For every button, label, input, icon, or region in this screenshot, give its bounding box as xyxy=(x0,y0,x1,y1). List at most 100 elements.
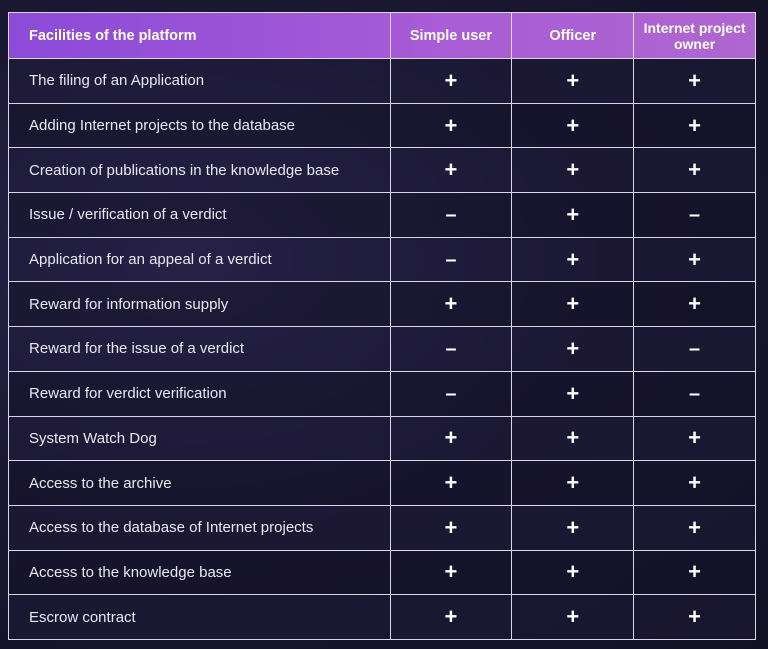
cell-simple-user: + xyxy=(390,461,513,506)
feature-label: Adding Internet projects to the database xyxy=(9,103,391,149)
plus-icon: + xyxy=(566,112,580,138)
plus-icon: + xyxy=(444,67,458,93)
plus-icon: + xyxy=(688,157,701,183)
cell-officer: + xyxy=(512,103,635,149)
cell-officer: + xyxy=(512,59,635,104)
cell-simple-user: + xyxy=(390,282,513,328)
cell-simple-user: + xyxy=(390,416,513,462)
cell-internet-project-owner: + xyxy=(634,59,756,104)
cell-officer: + xyxy=(512,550,635,596)
cell-officer: + xyxy=(512,327,635,372)
cell-officer: + xyxy=(512,595,635,640)
minus-icon: – xyxy=(445,203,457,226)
plus-icon: + xyxy=(444,559,458,585)
feature-label: Access to the knowledge base xyxy=(9,550,391,596)
cell-internet-project-owner: + xyxy=(634,461,756,506)
minus-icon: – xyxy=(689,203,701,226)
cell-internet-project-owner: – xyxy=(634,371,756,417)
cell-simple-user: – xyxy=(390,327,513,372)
plus-icon: + xyxy=(688,425,701,451)
table-row: Reward for information supply + + + xyxy=(9,282,756,328)
cell-simple-user: + xyxy=(390,148,513,194)
plus-icon: + xyxy=(566,514,580,540)
cell-officer: + xyxy=(512,461,635,506)
feature-label: Reward for information supply xyxy=(9,282,391,328)
plus-icon: + xyxy=(444,470,458,496)
plus-icon: + xyxy=(688,559,701,585)
plus-icon: + xyxy=(688,514,701,540)
header-simple-user: Simple user xyxy=(390,13,513,59)
plus-icon: + xyxy=(444,514,458,540)
minus-icon: – xyxy=(689,382,701,405)
plus-icon: + xyxy=(566,604,580,630)
table-row: The filing of an Application + + + xyxy=(9,59,756,104)
cell-simple-user: + xyxy=(390,595,513,640)
feature-label: Access to the database of Internet proje… xyxy=(9,505,391,551)
plus-icon: + xyxy=(444,112,458,138)
plus-icon: + xyxy=(688,470,701,496)
cell-simple-user: + xyxy=(390,550,513,596)
minus-icon: – xyxy=(445,337,457,360)
plus-icon: + xyxy=(566,201,580,227)
plus-icon: + xyxy=(444,604,458,630)
plus-icon: + xyxy=(566,157,580,183)
table-header-row: Facilities of the platform Simple user O… xyxy=(9,13,756,59)
table-row: Application for an appeal of a verdict – +… xyxy=(9,237,756,283)
feature-label: Reward for verdict verification xyxy=(9,371,391,417)
cell-internet-project-owner: + xyxy=(634,416,756,462)
feature-label: Issue / verification of a verdict xyxy=(9,193,391,238)
cell-internet-project-owner: + xyxy=(634,103,756,149)
table-row: Access to the archive + + + xyxy=(9,461,756,506)
plus-icon: + xyxy=(688,112,701,138)
plus-icon: + xyxy=(444,157,458,183)
plus-icon: + xyxy=(566,291,580,317)
header-facilities: Facilities of the platform xyxy=(9,13,391,59)
table-row: Adding Internet projects to the database… xyxy=(9,103,756,149)
cell-internet-project-owner: + xyxy=(634,282,756,328)
feature-label: System Watch Dog xyxy=(9,416,391,462)
plus-icon: + xyxy=(444,291,458,317)
header-officer: Officer xyxy=(512,13,635,59)
feature-label: Access to the archive xyxy=(9,461,391,506)
cell-officer: + xyxy=(512,148,635,194)
cell-simple-user: – xyxy=(390,193,513,238)
cell-internet-project-owner: + xyxy=(634,148,756,194)
cell-simple-user: + xyxy=(390,103,513,149)
plus-icon: + xyxy=(566,425,580,451)
plus-icon: + xyxy=(566,470,580,496)
table-row: Access to the database of Internet proje… xyxy=(9,505,756,551)
cell-simple-user: – xyxy=(390,371,513,417)
table-row: Escrow contract + + + xyxy=(9,595,756,640)
cell-internet-project-owner: + xyxy=(634,550,756,596)
feature-label: Creation of publications in the knowledg… xyxy=(9,148,391,194)
cell-officer: + xyxy=(512,237,635,283)
minus-icon: – xyxy=(689,337,701,360)
minus-icon: – xyxy=(445,382,457,405)
cell-internet-project-owner: – xyxy=(634,193,756,238)
feature-label: Reward for the issue of a verdict xyxy=(9,327,391,372)
plus-icon: + xyxy=(566,380,580,406)
plus-icon: + xyxy=(566,335,580,361)
cell-internet-project-owner: + xyxy=(634,595,756,640)
plus-icon: + xyxy=(566,559,580,585)
plus-icon: + xyxy=(688,291,701,317)
minus-icon: – xyxy=(445,248,457,271)
header-internet-project-owner: Internet project owner xyxy=(634,13,756,59)
feature-label: Application for an appeal of a verdict xyxy=(9,237,391,283)
cell-officer: + xyxy=(512,193,635,238)
cell-simple-user: + xyxy=(390,59,513,104)
cell-officer: + xyxy=(512,371,635,417)
plus-icon: + xyxy=(688,246,701,272)
table-row: Access to the knowledge base + + + xyxy=(9,550,756,596)
cell-officer: + xyxy=(512,505,635,551)
plus-icon: + xyxy=(688,604,701,630)
plus-icon: + xyxy=(566,246,580,272)
table-row: System Watch Dog + + + xyxy=(9,416,756,462)
plus-icon: + xyxy=(444,425,458,451)
cell-officer: + xyxy=(512,282,635,328)
table-row: Reward for the issue of a verdict – + – xyxy=(9,327,756,372)
facilities-table: Facilities of the platform Simple user O… xyxy=(8,12,756,640)
plus-icon: + xyxy=(566,67,580,93)
table-row: Issue / verification of a verdict – + – xyxy=(9,193,756,238)
plus-icon: + xyxy=(688,67,701,93)
